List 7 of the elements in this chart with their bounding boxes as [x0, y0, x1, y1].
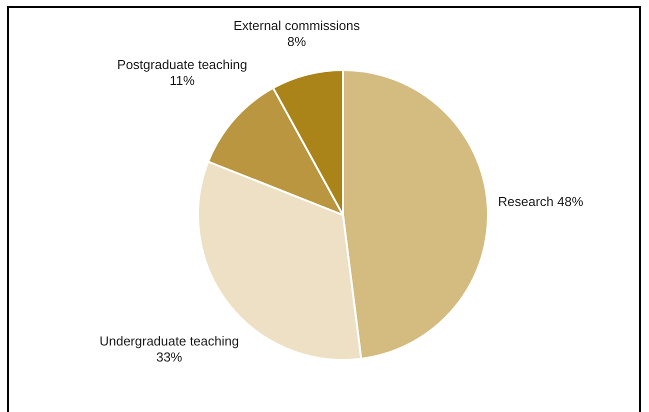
data-label: 11%	[170, 72, 196, 88]
data-label: 8%	[287, 34, 307, 50]
slice-label: External commissions	[233, 18, 360, 34]
slice-label: Undergraduate teaching	[99, 333, 239, 348]
data-label: 33%	[156, 349, 183, 364]
slice-label: Postgraduate teaching	[117, 56, 248, 72]
slice-label: Research 48%	[498, 194, 584, 210]
